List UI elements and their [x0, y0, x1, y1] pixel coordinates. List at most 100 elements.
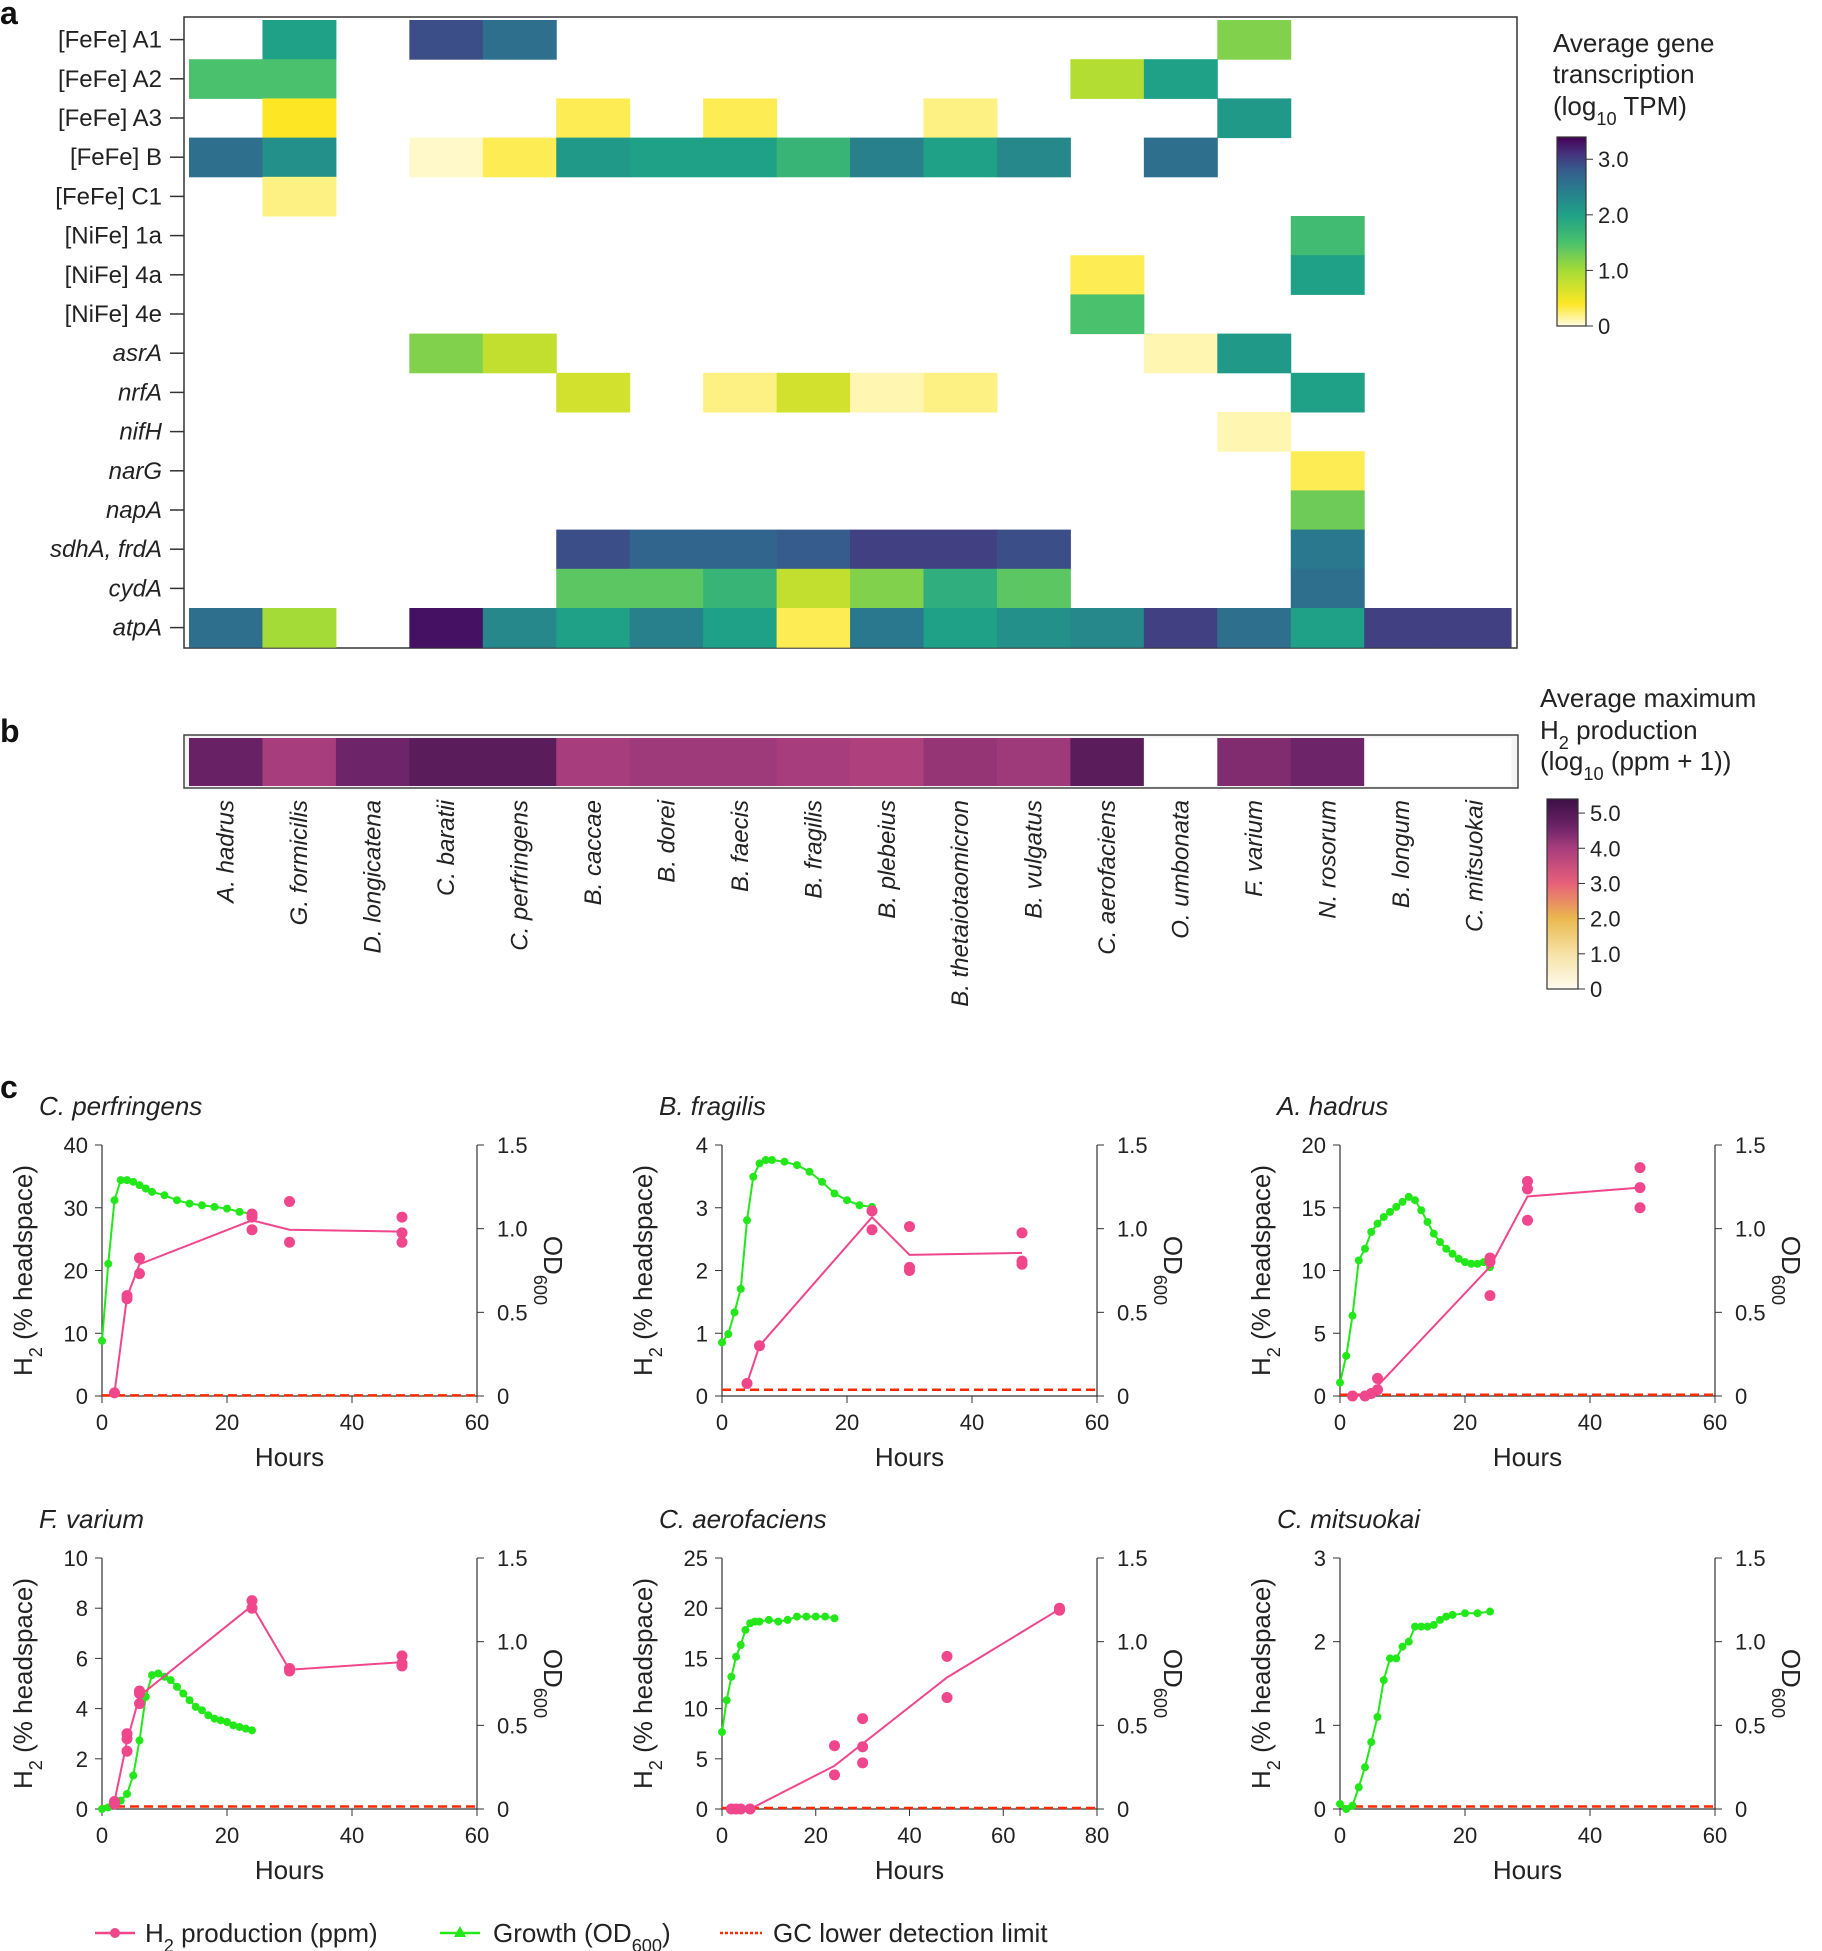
x-tick-label: 40 — [340, 1823, 364, 1848]
y2-tick-label: 0 — [1117, 1384, 1129, 1409]
h2-point — [1372, 1384, 1383, 1396]
growth-point — [210, 1714, 219, 1723]
h2-point — [1054, 1602, 1065, 1614]
y-tick-label: 15 — [684, 1646, 708, 1671]
h2-point — [829, 1769, 840, 1781]
heatmap-cell — [850, 372, 924, 413]
heatmap-cell — [1143, 59, 1218, 99]
x-axis-label: Hours — [255, 1855, 324, 1885]
species-label: C. perfringens — [507, 800, 534, 951]
legend-h2-label: H2 production (ppm) — [145, 1918, 378, 1951]
y2-axis-label: OD600 — [1150, 1236, 1188, 1305]
growth-point — [1411, 1196, 1419, 1205]
h2-cell — [703, 738, 778, 786]
y2-tick-label: 1.0 — [1735, 1630, 1766, 1655]
y2-axis-label: OD600 — [1768, 1236, 1806, 1305]
panel-letter-a: a — [0, 0, 18, 31]
row-label: [NiFe] 4a — [65, 262, 163, 289]
growth-point — [104, 1259, 113, 1268]
heatmap-cell — [1070, 294, 1145, 335]
growth-point — [1379, 1676, 1388, 1685]
species-label: B. faecis — [727, 800, 754, 892]
y-tick-label: 0 — [76, 1384, 88, 1409]
h2-point — [1484, 1290, 1496, 1302]
heatmap-cell — [629, 608, 704, 648]
row-label: [FeFe] A2 — [58, 66, 162, 93]
heatmap-cell — [923, 529, 998, 570]
legend: H2 production (ppm) Growth (OD600) GC lowe… — [95, 1918, 1048, 1951]
growth-point — [141, 1184, 150, 1193]
h2-point — [246, 1595, 258, 1607]
y2-axis-label: OD600 — [1150, 1649, 1188, 1718]
growth-point — [185, 1696, 194, 1705]
colorbar-tick-label: 0 — [1590, 977, 1602, 1002]
heatmap-cell — [262, 137, 337, 178]
h2-cell — [1290, 738, 1365, 786]
heatmap-cell — [996, 137, 1071, 178]
colorbar-tick-label: 1.0 — [1598, 258, 1629, 283]
heatmap-cell — [556, 372, 631, 413]
growth-point — [768, 1156, 776, 1165]
subscript: 2 — [26, 1347, 46, 1357]
colorbar-title-line: H2 production — [1540, 715, 1698, 753]
x-tick-label: 20 — [835, 1410, 859, 1435]
text-part: OD — [1776, 1649, 1806, 1688]
h2-point — [246, 1602, 258, 1614]
h2-point — [284, 1236, 295, 1248]
text-part: H — [1540, 715, 1559, 745]
heatmap-cell — [629, 529, 704, 570]
subscript: 2 — [26, 1760, 46, 1770]
x-tick-label: 80 — [1085, 1823, 1109, 1848]
h2-point — [1522, 1175, 1533, 1187]
y2-tick-label: 1.0 — [1117, 1630, 1148, 1655]
h2-point — [121, 1733, 133, 1745]
h2-point — [866, 1205, 878, 1217]
growth-point — [116, 1176, 125, 1185]
growth-point — [235, 1207, 244, 1216]
heatmap-cell — [189, 59, 263, 99]
growth-point — [148, 1187, 156, 1196]
x-tick-label: 0 — [1334, 1410, 1346, 1435]
heatmap-cell — [923, 608, 998, 648]
growth-line — [721, 1159, 873, 1344]
y-tick-label: 10 — [64, 1546, 88, 1571]
heatmap-cell — [1217, 333, 1292, 374]
growth-point — [774, 1617, 783, 1626]
heatmap-cell — [409, 20, 484, 60]
growth-point — [821, 1612, 830, 1621]
row-label: narG — [109, 458, 162, 485]
subscript: 600 — [1768, 1688, 1788, 1718]
colorbar-title-line: (log10 TPM) — [1553, 91, 1687, 129]
colorbar-title-line: transcription — [1553, 59, 1695, 89]
h2-point — [829, 1740, 840, 1752]
heatmap-cell — [482, 333, 557, 374]
x-tick-label: 60 — [1703, 1823, 1727, 1848]
growth-point — [210, 1202, 219, 1211]
growth-point — [223, 1204, 231, 1213]
h2-point — [1484, 1256, 1496, 1268]
h2-point — [121, 1290, 133, 1302]
heatmap-cell — [923, 372, 998, 413]
heatmap-cell — [776, 137, 851, 178]
heatmap-cell — [482, 20, 557, 60]
heatmap-cell — [703, 529, 778, 570]
legend-growth-label: Growth (OD600) — [493, 1918, 671, 1951]
growth-point — [173, 1196, 181, 1205]
species-label: B. dorei — [653, 799, 680, 882]
text-part: (% headspace) — [628, 1165, 658, 1347]
row-label: sdhA, frdA — [50, 536, 162, 563]
y-tick-label: 0 — [696, 1384, 708, 1409]
growth-point — [1386, 1207, 1394, 1216]
row-label: [FeFe] A3 — [58, 105, 162, 132]
heatmap-cell — [482, 137, 557, 178]
growth-point — [1442, 1244, 1451, 1253]
growth-point — [1473, 1259, 1482, 1268]
growth-point — [1342, 1351, 1351, 1360]
growth-point — [730, 1308, 739, 1317]
heatmap-cell — [850, 568, 924, 609]
x-tick-label: 40 — [960, 1410, 984, 1435]
text-part: production (ppm) — [174, 1918, 378, 1948]
y2-tick-label: 0 — [1735, 1384, 1747, 1409]
text-part: OD — [1158, 1236, 1188, 1275]
